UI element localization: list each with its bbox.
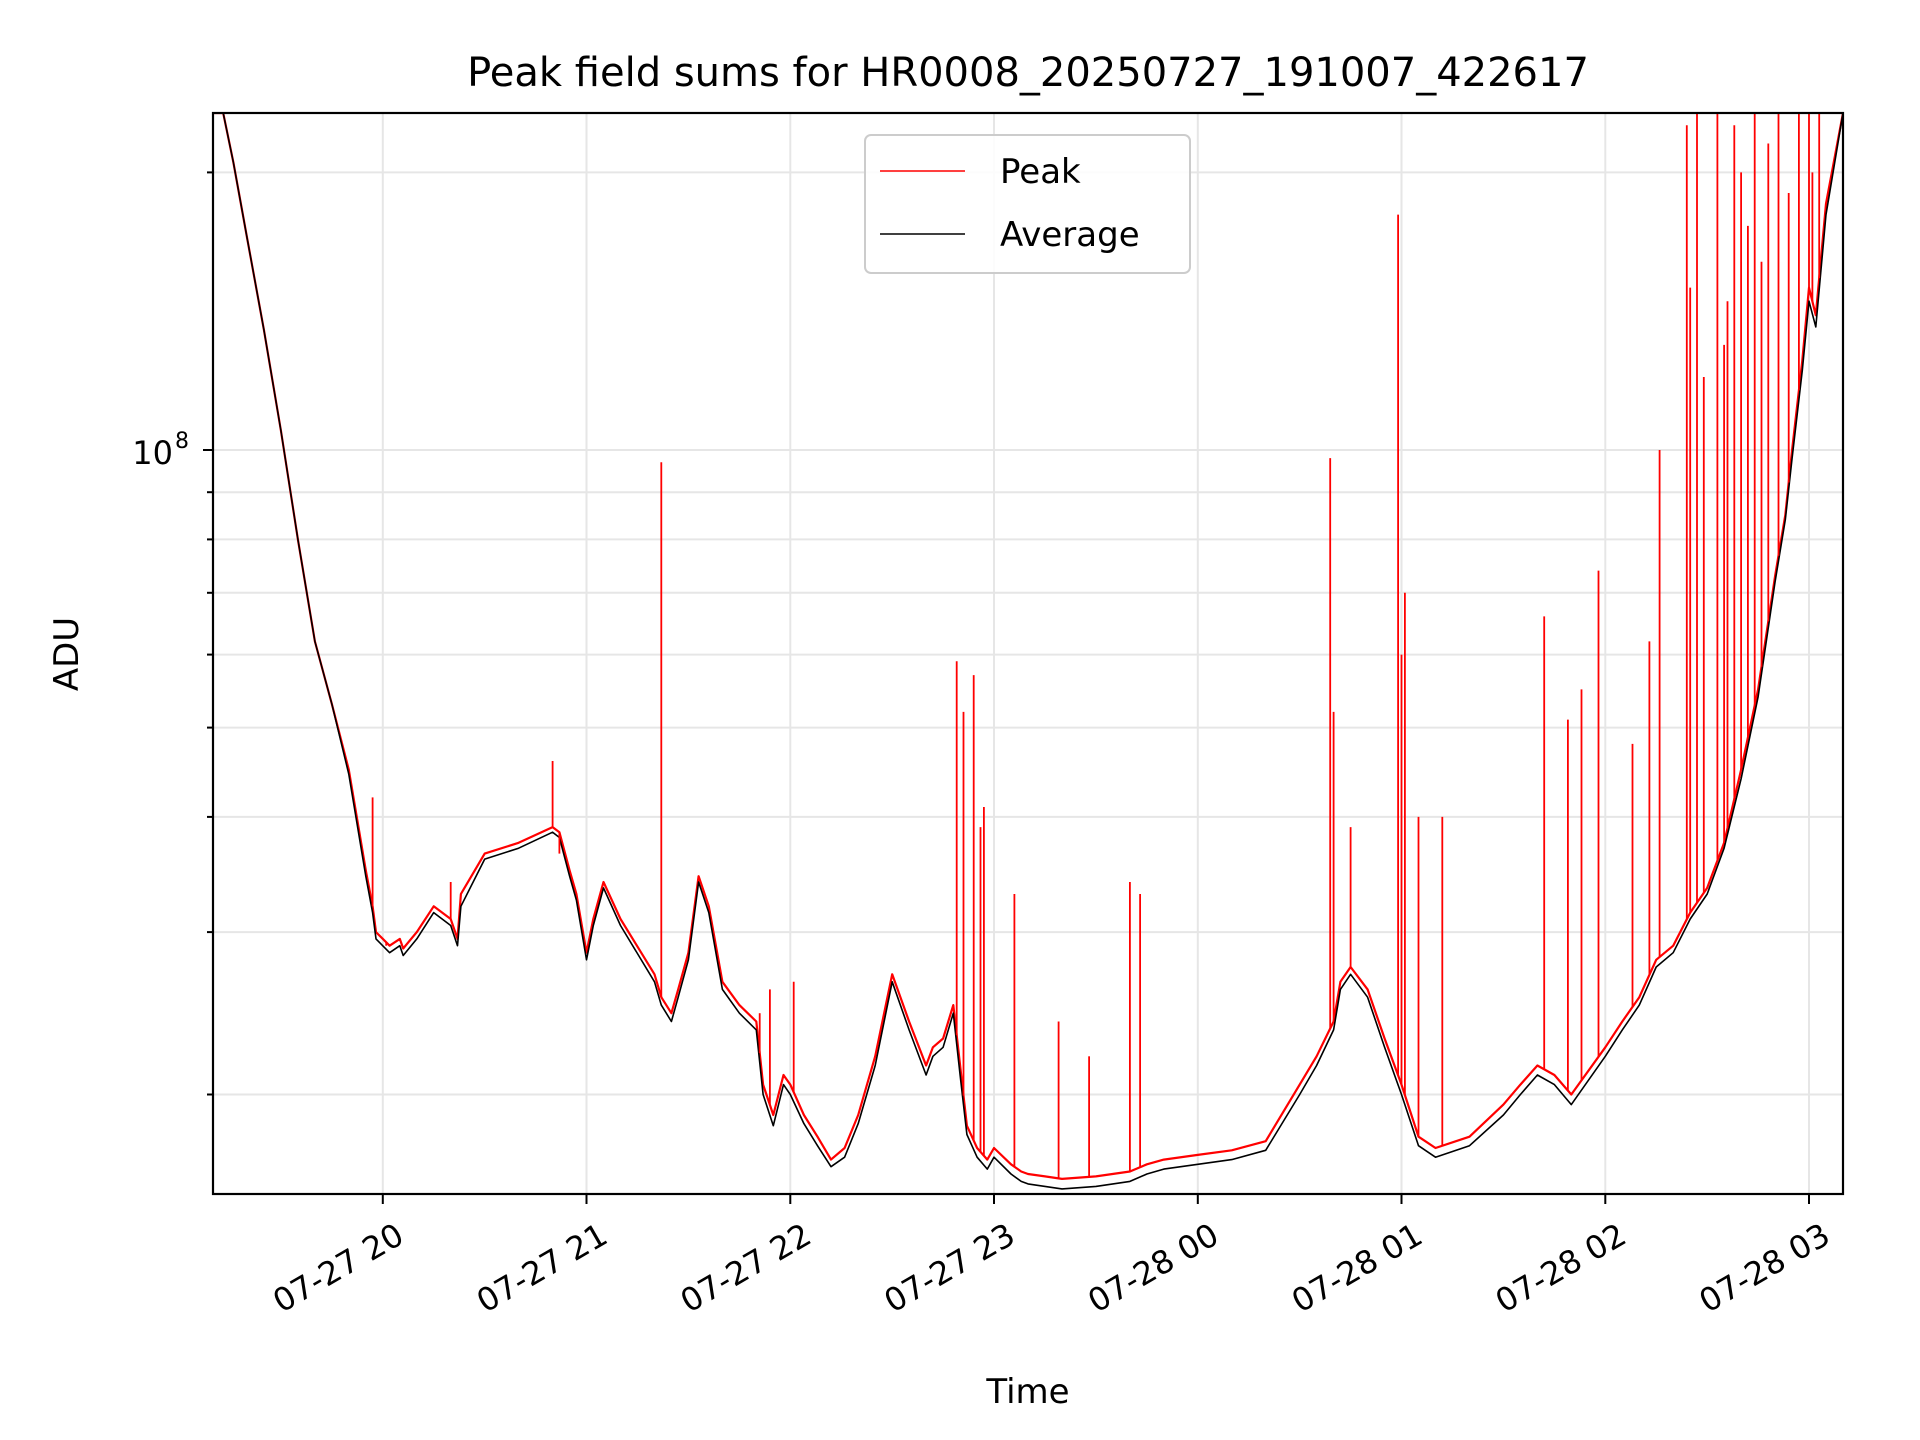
plot-frame	[211, 111, 1845, 1196]
legend-label-peak: Peak	[1000, 152, 1081, 192]
x-axis-label: Time	[985, 1372, 1069, 1412]
legend-box	[864, 134, 1191, 274]
y-tick-label-exponent: 8	[175, 429, 189, 454]
series-group	[213, 113, 1843, 1190]
y-axis: 10 8	[132, 171, 213, 1096]
y-axis-label: ADU	[47, 617, 87, 691]
series-line-average	[213, 113, 1843, 1190]
legend-label-average: Average	[1000, 215, 1140, 255]
legend: Peak Average	[864, 134, 1191, 274]
y-tick-label: 10	[132, 434, 173, 472]
chart-title: Peak field sums for HR0008_20250727_1910…	[467, 50, 1589, 96]
series-layer	[213, 113, 1843, 1190]
